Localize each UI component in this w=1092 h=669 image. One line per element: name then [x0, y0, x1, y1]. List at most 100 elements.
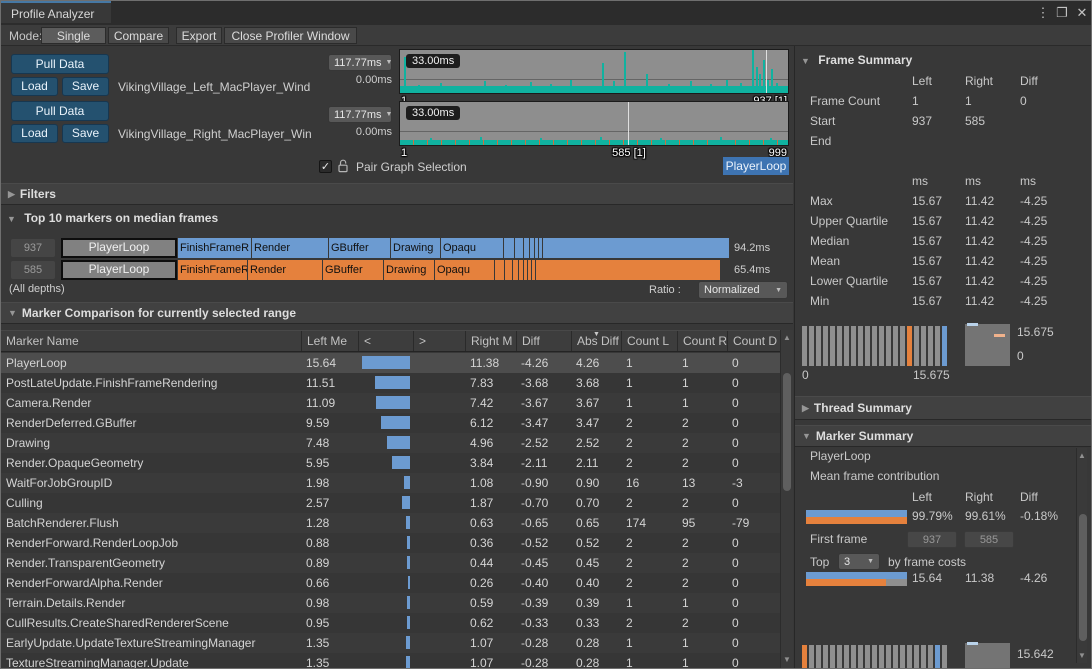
top10-segment[interactable] — [530, 238, 534, 258]
table-row[interactable]: WaitForJobGroupID 1.98 1.08 -0.90 0.90 16 13 -3 — [1, 473, 780, 493]
top10-segment[interactable] — [524, 238, 529, 258]
column-header-left-bar[interactable]: < — [358, 331, 413, 351]
tab-profile-analyzer[interactable]: Profile Analyzer — [1, 1, 111, 23]
frame-summary-boxplot[interactable] — [965, 324, 1010, 366]
pull-data-right-button[interactable]: Pull Data — [11, 101, 109, 121]
table-row[interactable]: PostLateUpdate.FinishFrameRendering 11.51… — [1, 373, 780, 393]
top10-segment[interactable]: FinishFrameR — [178, 260, 247, 280]
column-header-marker-name[interactable]: Marker Name — [6, 334, 79, 348]
column-header-count-right[interactable]: Count R — [677, 331, 727, 351]
maximize-icon[interactable]: ❐ — [1056, 5, 1068, 20]
top10-segment[interactable] — [528, 260, 531, 280]
table-row[interactable]: Render.OpaqueGeometry 5.95 3.84 -2.11 2.11 2 2… — [1, 453, 780, 473]
table-row[interactable]: Terrain.Details.Render 0.98 0.59 -0.39 0.39 1… — [1, 593, 780, 613]
filters-foldout[interactable]: ▶ Filters — [1, 183, 793, 205]
bar-total-ms: 94.2ms — [734, 242, 771, 254]
top10-segment[interactable]: GBuffer — [329, 238, 390, 258]
thread-summary-foldout[interactable]: ▶ Thread Summary — [795, 396, 1091, 420]
frame-summary-histogram[interactable] — [802, 326, 952, 366]
table-row[interactable]: CullResults.CreateSharedRendererScene 0.9… — [1, 613, 780, 633]
frame-summary-foldout[interactable]: ▼ Frame Summary — [801, 53, 912, 67]
top10-bar[interactable]: PlayerLoop FinishFrameR Render GBuffer Drawi… — [61, 260, 720, 280]
save-right-button[interactable]: Save — [62, 124, 109, 143]
top10-segment[interactable] — [519, 260, 523, 280]
scroll-down-icon[interactable]: ▼ — [1078, 651, 1086, 660]
top10-segment-root[interactable]: PlayerLoop — [61, 260, 177, 280]
top10-segment[interactable]: GBuffer — [323, 260, 383, 280]
summary-scrollbar-thumb[interactable] — [1079, 514, 1087, 641]
column-header-abs-diff[interactable]: Abs Diff — [571, 331, 621, 351]
table-scrollbar-thumb[interactable] — [783, 373, 791, 491]
top10-segment[interactable]: FinishFrameR — [178, 238, 251, 258]
column-header-count-diff[interactable]: Count D — [727, 331, 780, 351]
table-scrollbar[interactable]: ▲ ▼ — [780, 330, 793, 668]
marker-comparison-foldout[interactable]: ▼ Marker Comparison for currently select… — [1, 302, 793, 324]
cell-abs-diff: 4.26 — [576, 356, 600, 370]
top10-segment[interactable]: Drawing — [384, 260, 434, 280]
top10-segment[interactable] — [495, 260, 504, 280]
top10-segment[interactable]: Drawing — [391, 238, 440, 258]
top10-segment[interactable] — [543, 238, 729, 258]
marker-summary-histogram[interactable] — [802, 645, 952, 668]
scroll-down-icon[interactable]: ▼ — [783, 655, 791, 664]
table-row[interactable]: RenderForwardAlpha.Render 0.66 0.26 -0.40 0.… — [1, 573, 780, 593]
top10-segment[interactable]: Opaqu — [435, 260, 494, 280]
unlock-icon[interactable] — [337, 159, 349, 176]
summary-scrollbar[interactable]: ▲ ▼ — [1076, 448, 1087, 663]
table-row[interactable]: Camera.Render 11.09 7.42 -3.67 3.67 1 1 0 — [1, 393, 780, 413]
top10-segment-root[interactable]: PlayerLoop — [61, 238, 177, 258]
column-header-right-median[interactable]: Right M — [465, 331, 516, 351]
scroll-up-icon[interactable]: ▲ — [1078, 451, 1086, 460]
pull-data-left-button[interactable]: Pull Data — [11, 54, 109, 74]
top10-segment[interactable] — [539, 238, 542, 258]
table-row[interactable]: RenderForward.RenderLoopJob 0.88 0.36 -0.52… — [1, 533, 780, 553]
column-header-right-bar[interactable]: > — [413, 331, 465, 351]
top10-bar[interactable]: PlayerLoop FinishFrameR Render GBuffer Drawi… — [61, 238, 729, 258]
top10-segment[interactable] — [504, 238, 514, 258]
top10-segment[interactable] — [524, 260, 527, 280]
top10-foldout[interactable]: ▼ Top 10 markers on median frames — [7, 211, 218, 225]
cell-count-diff: 0 — [732, 596, 739, 610]
scroll-up-icon[interactable]: ▲ — [783, 333, 791, 342]
close-profiler-window-button[interactable]: Close Profiler Window — [224, 27, 357, 44]
column-header-count-left[interactable]: Count L — [621, 331, 677, 351]
save-left-button[interactable]: Save — [62, 77, 109, 96]
top10-segment[interactable] — [536, 260, 720, 280]
left-range-dropdown[interactable]: 117.77ms ▼ — [328, 54, 392, 71]
first-frame-left-button[interactable]: 937 — [907, 531, 957, 548]
top10-segment[interactable] — [532, 260, 535, 280]
table-row[interactable]: EarlyUpdate.UpdateTextureStreamingManage… — [1, 633, 780, 653]
close-icon[interactable]: ✕ — [1076, 5, 1088, 20]
pair-graph-selection-checkbox[interactable]: ✓ — [319, 160, 332, 173]
table-row[interactable]: RenderDeferred.GBuffer 9.59 6.12 -3.47 3.47 2… — [1, 413, 780, 433]
mode-single-button[interactable]: Single — [41, 27, 106, 44]
load-left-button[interactable]: Load — [11, 77, 58, 96]
table-row[interactable]: PlayerLoop 15.64 11.38 -4.26 4.26 1 1 0 — [1, 353, 780, 373]
table-row[interactable]: TextureStreamingManager.Update 1.35 1.07 -0… — [1, 653, 780, 668]
table-row[interactable]: Render.TransparentGeometry 0.89 0.44 -0.45 0… — [1, 553, 780, 573]
top10-segment[interactable]: Render — [252, 238, 328, 258]
menu-icon[interactable]: ⋮ — [1036, 5, 1050, 20]
table-row[interactable]: BatchRenderer.Flush 1.28 0.63 -0.65 0.65 174 9… — [1, 513, 780, 533]
marker-summary-boxplot[interactable] — [965, 643, 1010, 668]
table-row[interactable]: Culling 2.57 1.87 -0.70 0.70 2 2 0 — [1, 493, 780, 513]
top10-segment[interactable] — [515, 238, 523, 258]
export-button[interactable]: Export — [176, 27, 222, 44]
top-n-dropdown[interactable]: 3 ▼ — [838, 553, 880, 570]
load-right-button[interactable]: Load — [11, 124, 58, 143]
marker-summary-foldout[interactable]: ▼ Marker Summary — [795, 425, 1091, 447]
ratio-dropdown[interactable]: Normalized ▼ — [698, 281, 788, 299]
top10-segment[interactable] — [535, 238, 538, 258]
top10-segment[interactable]: Opaqu — [441, 238, 503, 258]
first-frame-right-button[interactable]: 585 — [964, 531, 1014, 548]
top10-segment[interactable]: Render — [248, 260, 322, 280]
mode-compare-button[interactable]: Compare — [108, 27, 169, 44]
top10-segment[interactable] — [513, 260, 518, 280]
right-range-dropdown[interactable]: 117.77ms ▼ — [328, 106, 392, 123]
top10-segment[interactable] — [505, 260, 512, 280]
table-row[interactable]: Drawing 7.48 4.96 -2.52 2.52 2 2 0 — [1, 433, 780, 453]
column-header-left-median[interactable]: Left Me — [301, 331, 358, 351]
left-frame-graph[interactable]: 33.00ms — [399, 49, 789, 94]
right-frame-graph[interactable]: 33.00ms — [399, 101, 789, 146]
column-header-diff[interactable]: Diff — [516, 331, 571, 351]
